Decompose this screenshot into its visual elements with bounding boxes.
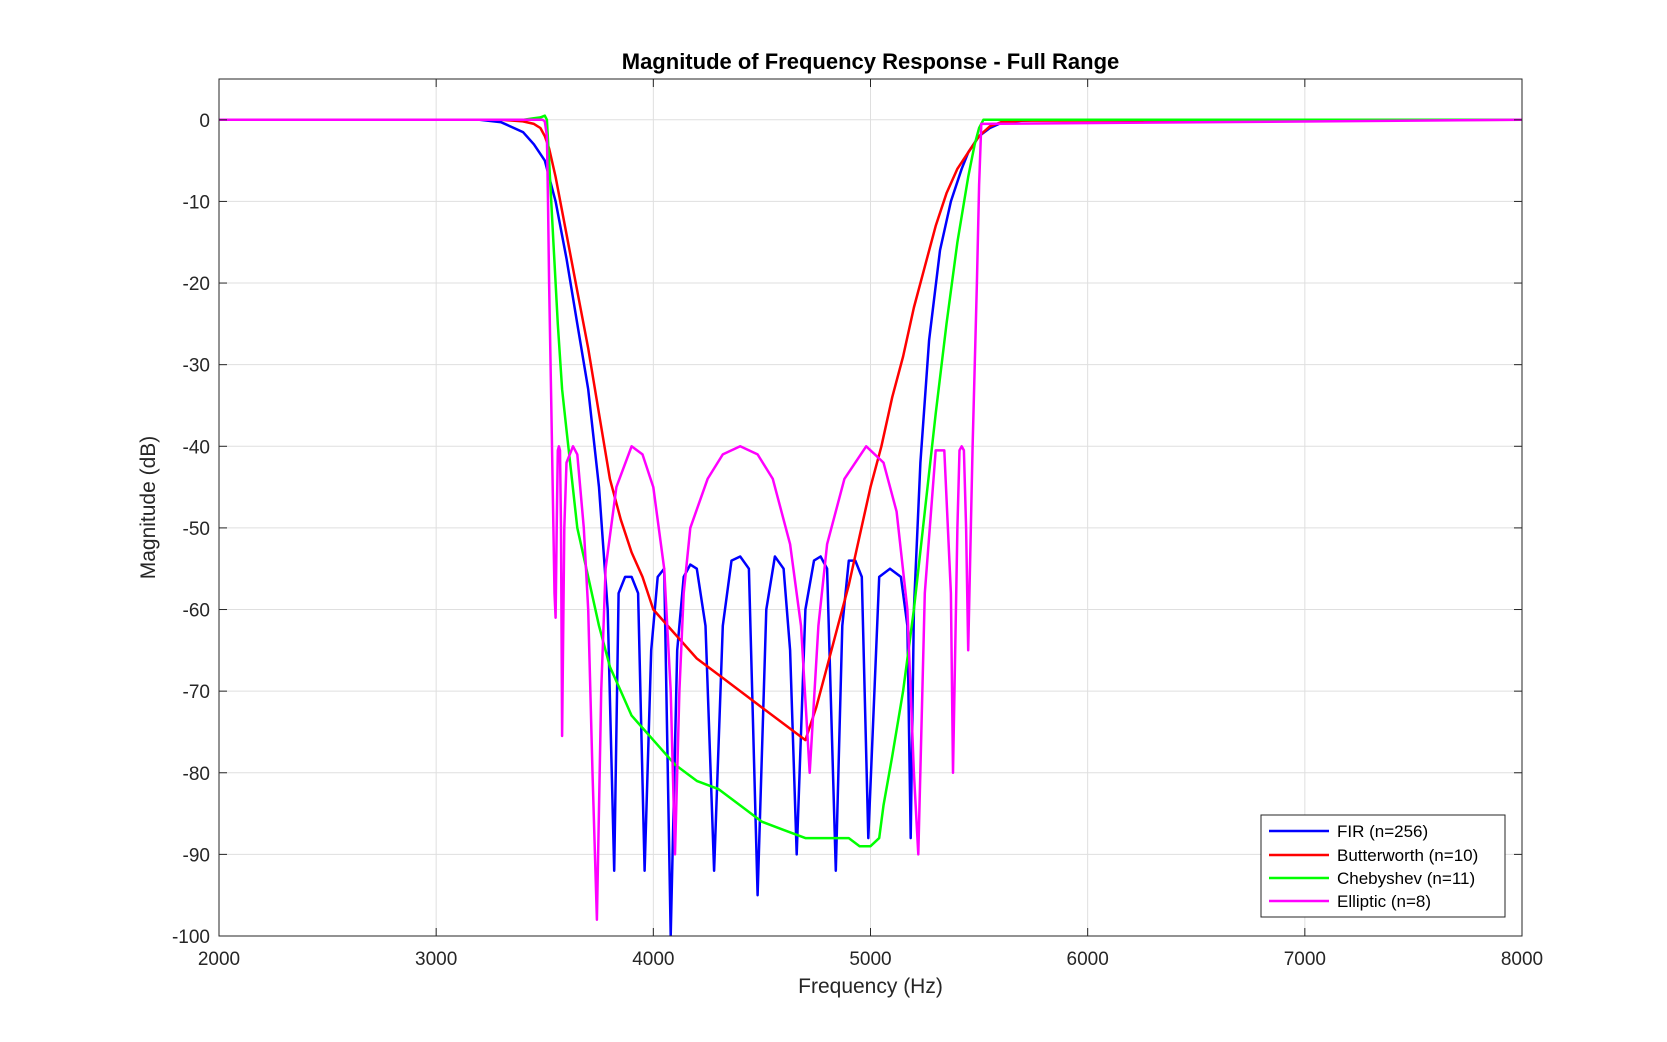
- y-tick-label: -80: [183, 764, 210, 785]
- series-line-fir: [219, 118, 1522, 936]
- y-tick-label: -50: [183, 519, 210, 540]
- y-tick-label: -30: [183, 356, 210, 377]
- legend: FIR (n=256) Butterworth (n=10) Chebyshev…: [1260, 814, 1506, 918]
- legend-label-chebyshev: Chebyshev (n=11): [1337, 869, 1475, 888]
- data-series: [219, 114, 1522, 936]
- x-tick-label: 7000: [1284, 949, 1326, 970]
- axis-ticks: 2000 3000 4000 5000 6000 7000 8000 0 -10 -20 -30 -4…: [172, 79, 1543, 970]
- y-tick-label: -10: [183, 192, 210, 213]
- series-line-butterworth: [219, 118, 1522, 742]
- y-tick-label: -20: [183, 274, 210, 295]
- y-tick-label: -40: [183, 437, 210, 458]
- x-tick-label: 2000: [198, 949, 240, 970]
- y-tick-label: -70: [183, 682, 210, 703]
- series-line-chebyshev: [219, 114, 1522, 848]
- y-tick-label: -60: [183, 601, 210, 622]
- y-axis-label: Magnitude (dB): [137, 436, 160, 580]
- y-tick-label: 0: [199, 111, 210, 132]
- legend-entry-chebyshev: Chebyshev (n=11): [1269, 869, 1475, 888]
- y-tick-label: -100: [172, 927, 210, 948]
- y-tick-label: -90: [183, 845, 210, 866]
- legend-label-fir: FIR (n=256): [1337, 822, 1428, 841]
- chart-title: Magnitude of Frequency Response - Full R…: [622, 49, 1120, 74]
- legend-label-butterworth: Butterworth (n=10): [1337, 846, 1478, 865]
- x-tick-label: 4000: [632, 949, 674, 970]
- legend-entry-butterworth: Butterworth (n=10): [1269, 846, 1478, 865]
- x-tick-label: 3000: [415, 949, 457, 970]
- legend-entry-fir: FIR (n=256): [1269, 822, 1428, 841]
- legend-entry-elliptic: Elliptic (n=8): [1269, 892, 1431, 911]
- x-tick-label: 6000: [1067, 949, 1109, 970]
- series-line-elliptic: [219, 118, 1522, 921]
- legend-label-elliptic: Elliptic (n=8): [1337, 892, 1431, 911]
- x-axis-label: Frequency (Hz): [798, 975, 943, 998]
- x-tick-label: 8000: [1501, 949, 1543, 970]
- x-tick-label: 5000: [849, 949, 891, 970]
